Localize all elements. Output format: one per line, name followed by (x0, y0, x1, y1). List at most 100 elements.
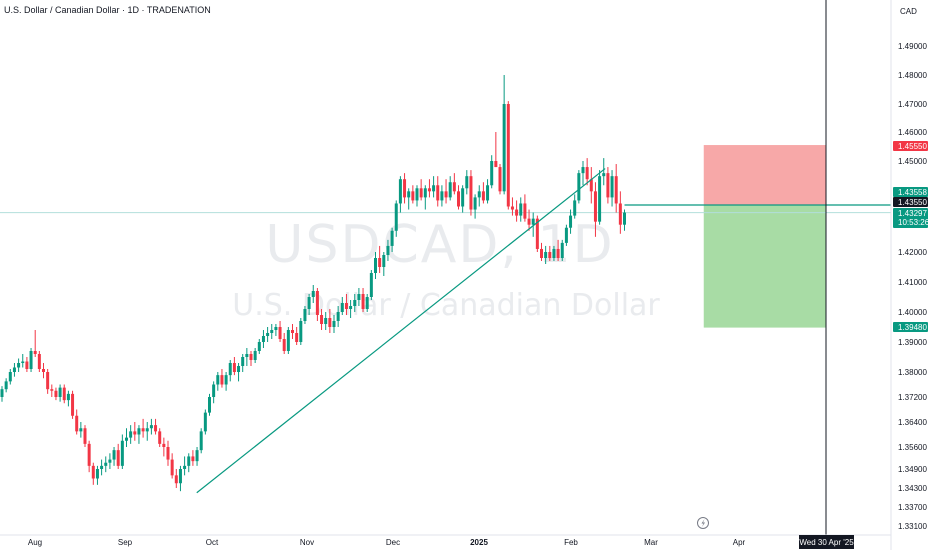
candle-body[interactable] (403, 179, 407, 198)
candle-body[interactable] (75, 415, 79, 432)
candle-body[interactable] (46, 372, 50, 390)
candle-body[interactable] (623, 212, 626, 225)
stop-loss-zone[interactable] (703, 145, 826, 205)
candle-body[interactable] (369, 273, 373, 297)
candle-body[interactable] (58, 387, 62, 397)
candle-body[interactable] (415, 188, 419, 201)
candle-body[interactable] (274, 327, 278, 330)
candle-body[interactable] (257, 342, 261, 351)
candle-body[interactable] (62, 387, 66, 401)
candle-body[interactable] (618, 203, 622, 225)
candle-body[interactable] (440, 191, 444, 201)
candle-body[interactable] (324, 318, 328, 324)
candle-body[interactable] (614, 176, 618, 204)
candle-body[interactable] (100, 465, 104, 469)
candle-body[interactable] (452, 182, 456, 192)
candle-body[interactable] (589, 179, 593, 192)
candle-body[interactable] (560, 242, 564, 258)
candle-body[interactable] (523, 203, 527, 219)
candle-body[interactable] (8, 372, 12, 382)
candle-body[interactable] (228, 363, 232, 376)
candle-body[interactable] (444, 191, 448, 198)
candle-body[interactable] (50, 389, 54, 391)
candle-body[interactable] (457, 191, 460, 207)
candle-body[interactable] (398, 179, 402, 204)
candle-body[interactable] (461, 188, 465, 207)
candle-body[interactable] (357, 294, 361, 300)
candle-body[interactable] (241, 357, 245, 366)
candle-body[interactable] (378, 258, 382, 267)
candle-body[interactable] (598, 176, 602, 222)
candle-body[interactable] (17, 363, 21, 368)
candle-body[interactable] (137, 428, 141, 435)
candle-body[interactable] (112, 450, 116, 460)
candle-body[interactable] (178, 469, 182, 484)
candle-body[interactable] (166, 447, 170, 460)
candle-body[interactable] (195, 450, 199, 462)
candle-body[interactable] (535, 218, 539, 249)
candle-body[interactable] (365, 297, 369, 309)
candle-body[interactable] (232, 363, 236, 372)
candle-body[interactable] (224, 375, 228, 385)
candle-body[interactable] (278, 327, 282, 339)
candle-body[interactable] (307, 297, 311, 309)
candle-body[interactable] (473, 197, 477, 210)
candle-body[interactable] (145, 428, 149, 432)
candle-body[interactable] (593, 191, 597, 222)
candle-body[interactable] (548, 252, 552, 258)
candle-body[interactable] (183, 465, 187, 469)
candle-body[interactable] (104, 462, 108, 466)
candle-body[interactable] (340, 303, 344, 312)
candle-body[interactable] (552, 248, 556, 258)
candle-body[interactable] (448, 182, 452, 198)
candle-body[interactable] (477, 191, 481, 198)
candle-body[interactable] (432, 185, 436, 192)
candle-body[interactable] (502, 104, 506, 192)
candle-body[interactable] (149, 425, 153, 429)
candle-body[interactable] (286, 330, 290, 351)
candle-body[interactable] (187, 456, 191, 466)
candle-body[interactable] (427, 188, 431, 192)
price-axis[interactable]: 1.49000 1.48000 1.47000 1.46000 1.45000 1.420… (898, 42, 927, 531)
candle-body[interactable] (515, 209, 519, 216)
candle-body[interactable] (71, 393, 75, 416)
candle-body[interactable] (544, 252, 548, 258)
candle-body[interactable] (299, 321, 303, 342)
candle-body[interactable] (490, 161, 494, 186)
candle-body[interactable] (191, 456, 195, 462)
candle-body[interactable] (133, 431, 137, 435)
candle-body[interactable] (407, 191, 411, 198)
candle-body[interactable] (423, 188, 427, 198)
candle-body[interactable] (245, 354, 249, 357)
candle-body[interactable] (506, 104, 510, 207)
candle-body[interactable] (349, 306, 353, 309)
candle-body[interactable] (606, 173, 610, 198)
candle-body[interactable] (174, 475, 178, 484)
candle-body[interactable] (320, 315, 324, 324)
candle-body[interactable] (120, 440, 124, 466)
candle-body[interactable] (154, 425, 158, 432)
candle-body[interactable] (569, 215, 573, 228)
candle-body[interactable] (216, 375, 220, 385)
candle-body[interactable] (95, 469, 99, 479)
take-profit-zone[interactable] (703, 204, 826, 328)
candle-body[interactable] (527, 218, 531, 225)
candle-body[interactable] (519, 203, 523, 216)
candle-body[interactable] (419, 188, 423, 198)
candle-body[interactable] (311, 291, 315, 297)
candle-body[interactable] (91, 465, 95, 479)
candle-body[interactable] (220, 375, 224, 385)
candle-body[interactable] (556, 248, 560, 258)
candle-body[interactable] (170, 459, 174, 476)
candle-body[interactable] (199, 431, 203, 451)
candle-body[interactable] (208, 397, 211, 413)
candle-body[interactable] (394, 203, 398, 231)
candle-body[interactable] (390, 230, 394, 246)
candle-body[interactable] (83, 428, 87, 444)
candle-body[interactable] (12, 367, 16, 373)
candle-body[interactable] (436, 185, 440, 201)
candle-body[interactable] (291, 330, 294, 333)
candle-body[interactable] (494, 161, 498, 168)
candle-body[interactable] (469, 176, 473, 210)
candle-body[interactable] (42, 369, 45, 372)
